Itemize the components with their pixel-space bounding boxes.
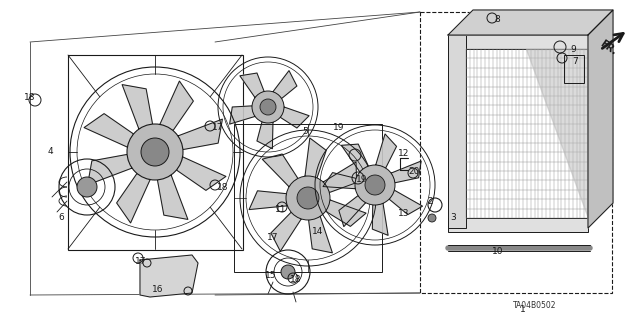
Circle shape bbox=[355, 165, 395, 205]
Text: 19: 19 bbox=[333, 123, 344, 132]
Text: 19: 19 bbox=[356, 175, 367, 184]
Polygon shape bbox=[88, 154, 132, 185]
Polygon shape bbox=[230, 106, 255, 124]
Text: 7: 7 bbox=[572, 57, 578, 66]
Text: 5: 5 bbox=[302, 128, 308, 137]
Text: 2: 2 bbox=[427, 197, 433, 206]
Polygon shape bbox=[323, 173, 356, 189]
Polygon shape bbox=[339, 196, 365, 226]
Text: 4: 4 bbox=[48, 147, 54, 157]
Polygon shape bbox=[323, 162, 356, 193]
Polygon shape bbox=[84, 114, 134, 147]
Polygon shape bbox=[140, 255, 198, 297]
Polygon shape bbox=[376, 134, 397, 168]
Bar bbox=[564, 55, 584, 83]
Text: 18: 18 bbox=[217, 183, 228, 192]
Text: 12: 12 bbox=[398, 149, 410, 158]
Text: 14: 14 bbox=[312, 227, 323, 236]
Circle shape bbox=[365, 175, 385, 195]
Bar bbox=[68, 55, 243, 250]
Text: 10: 10 bbox=[492, 248, 504, 256]
Circle shape bbox=[127, 124, 183, 180]
Polygon shape bbox=[122, 85, 152, 129]
Circle shape bbox=[286, 176, 330, 220]
Text: 6: 6 bbox=[58, 213, 64, 222]
Bar bbox=[448, 218, 588, 232]
Circle shape bbox=[252, 91, 284, 123]
Polygon shape bbox=[448, 10, 613, 35]
Polygon shape bbox=[308, 216, 332, 253]
Polygon shape bbox=[389, 190, 422, 215]
Circle shape bbox=[428, 214, 436, 222]
Polygon shape bbox=[257, 122, 273, 149]
Text: FR.: FR. bbox=[598, 39, 618, 57]
Text: 18: 18 bbox=[24, 93, 35, 101]
Polygon shape bbox=[178, 119, 223, 150]
Text: TA04B0502: TA04B0502 bbox=[513, 301, 557, 310]
Polygon shape bbox=[391, 161, 421, 183]
Circle shape bbox=[260, 99, 276, 115]
Polygon shape bbox=[160, 81, 193, 130]
Polygon shape bbox=[588, 10, 613, 228]
Circle shape bbox=[77, 177, 97, 197]
Bar bbox=[420, 12, 612, 293]
Text: 20: 20 bbox=[408, 167, 419, 176]
Text: 17: 17 bbox=[212, 122, 223, 131]
Text: 9: 9 bbox=[570, 46, 576, 55]
Text: 17: 17 bbox=[267, 234, 278, 242]
Polygon shape bbox=[273, 70, 297, 99]
Text: 11: 11 bbox=[275, 205, 287, 214]
Polygon shape bbox=[240, 73, 264, 98]
Text: 16: 16 bbox=[152, 286, 163, 294]
Polygon shape bbox=[305, 138, 326, 178]
Polygon shape bbox=[249, 191, 287, 210]
Polygon shape bbox=[341, 144, 369, 172]
Text: 18: 18 bbox=[290, 276, 301, 285]
Text: 8: 8 bbox=[494, 16, 500, 25]
Text: 15: 15 bbox=[265, 271, 276, 279]
Polygon shape bbox=[116, 174, 150, 223]
Circle shape bbox=[297, 187, 319, 209]
Text: 3: 3 bbox=[450, 213, 456, 222]
Text: 13: 13 bbox=[398, 209, 410, 218]
Polygon shape bbox=[157, 175, 188, 219]
Polygon shape bbox=[280, 107, 309, 128]
Polygon shape bbox=[177, 157, 226, 190]
Polygon shape bbox=[526, 49, 588, 218]
Bar bbox=[234, 124, 382, 272]
Text: 1: 1 bbox=[520, 306, 525, 315]
Bar bbox=[448, 35, 466, 228]
Polygon shape bbox=[262, 154, 298, 187]
Text: 17: 17 bbox=[135, 257, 147, 266]
Bar bbox=[448, 35, 588, 49]
Polygon shape bbox=[271, 212, 301, 251]
Polygon shape bbox=[326, 200, 366, 226]
Circle shape bbox=[141, 138, 169, 166]
Circle shape bbox=[281, 265, 295, 279]
Polygon shape bbox=[372, 203, 388, 235]
